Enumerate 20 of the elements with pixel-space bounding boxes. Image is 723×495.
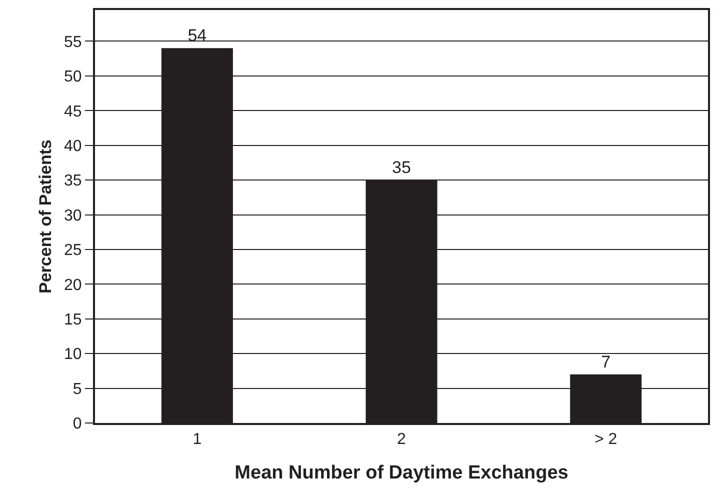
x-axis-title: Mean Number of Daytime Exchanges (234, 462, 568, 484)
data-label: 54 (188, 26, 207, 46)
y-tick-label: 50 (64, 68, 82, 86)
x-tick-label: 2 (397, 431, 406, 448)
y-tick-label: 10 (64, 346, 82, 364)
y-tick-label: 45 (64, 103, 82, 120)
x-tick-label: > 2 (594, 431, 618, 448)
y-tick-label: 20 (64, 276, 82, 294)
y-tick-label: 30 (64, 207, 82, 224)
y-axis-title: Percent of Patients (36, 140, 56, 294)
data-label: 35 (392, 158, 411, 178)
y-tick-label: 25 (64, 242, 82, 260)
x-tick-label: 1 (192, 431, 202, 448)
data-label: 7 (601, 352, 611, 372)
y-tick-label: 35 (64, 172, 82, 190)
y-tick-label: 55 (64, 34, 82, 51)
y-tick-label: 15 (64, 311, 82, 328)
y-tick-label: 5 (72, 380, 82, 398)
y-tick-label: 0 (72, 416, 82, 433)
y-tick-label: 40 (64, 138, 82, 155)
